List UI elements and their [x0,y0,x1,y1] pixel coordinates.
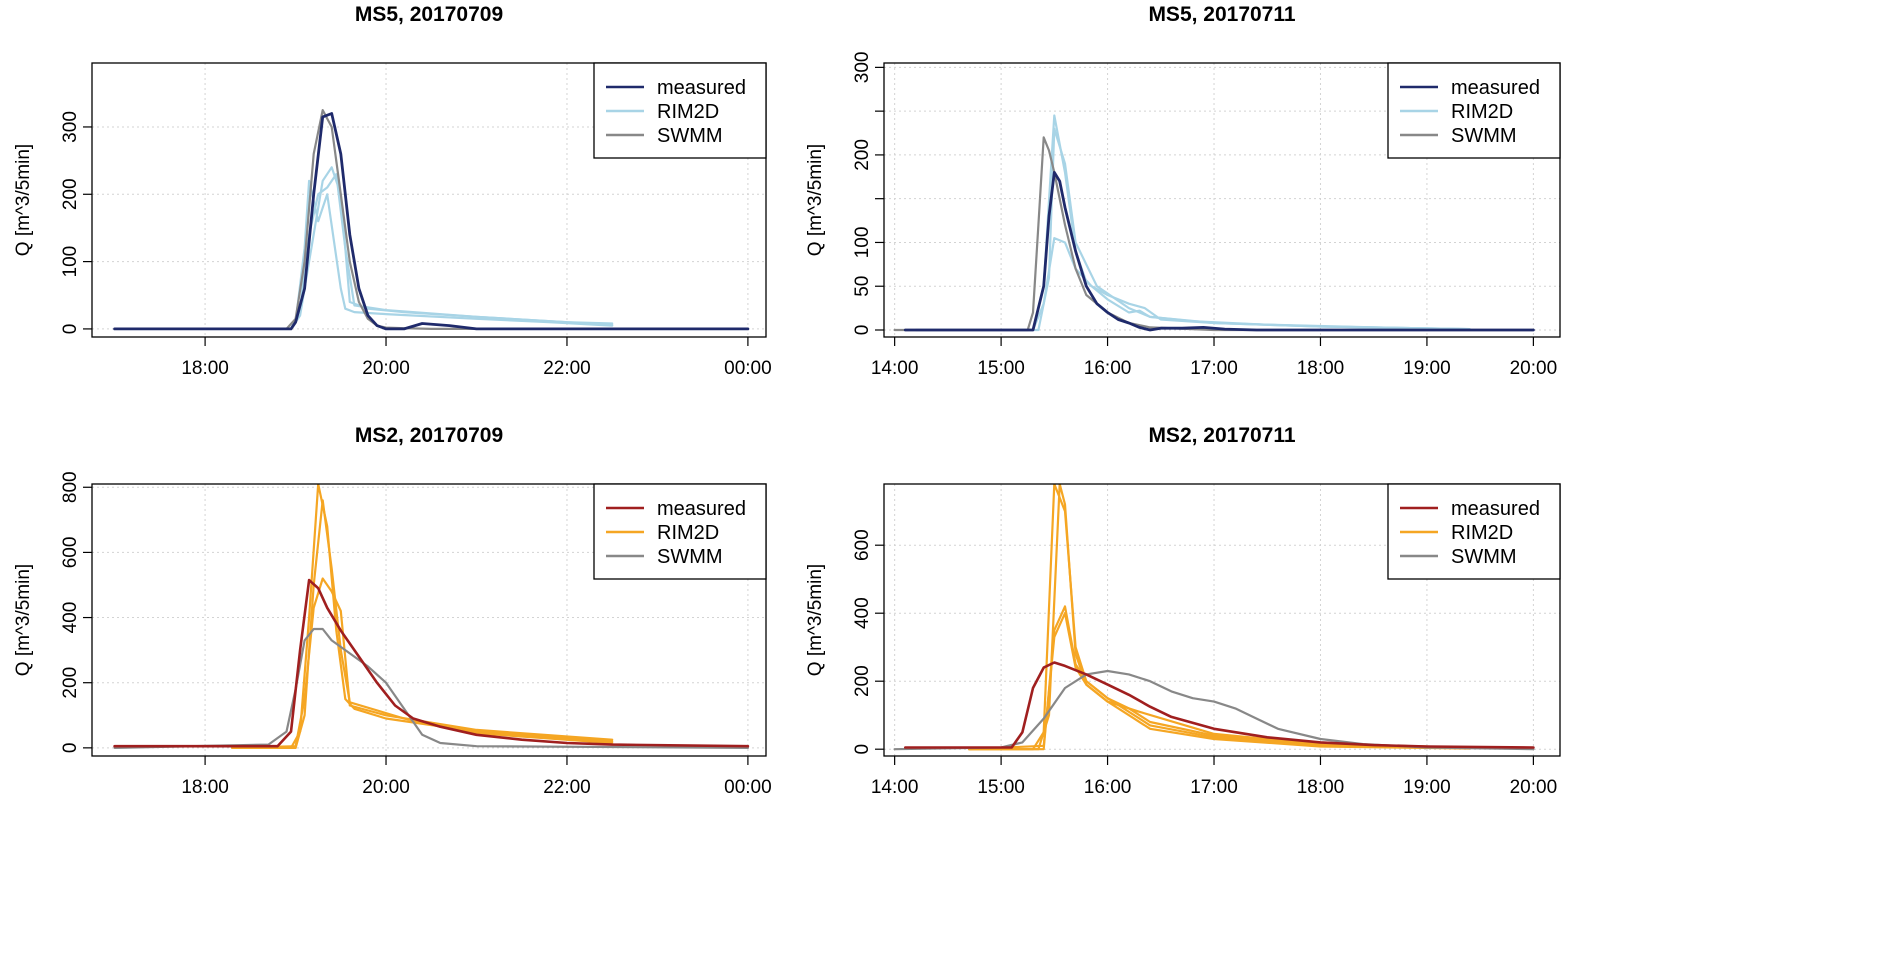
y-tick-label: 200 [852,139,873,171]
y-tick-label: 300 [60,111,81,143]
y-tick-label: 800 [60,471,81,503]
x-tick-label: 19:00 [1403,777,1451,798]
y-axis-title: Q [m^3/5min] [13,564,34,676]
y-tick-label: 200 [60,178,81,210]
y-tick-label: 400 [60,602,81,634]
series-line-swmm-5 [893,669,1535,751]
y-tick-label: 600 [60,537,81,569]
chart-title: MS5, 20170711 [1148,3,1295,26]
series-line-measured-5 [903,171,1535,332]
x-tick-label: 16:00 [1084,777,1132,798]
plot-frame [883,62,1561,338]
x-tick-label: 19:00 [1403,358,1451,379]
x-tick-label: 20:00 [1510,358,1558,379]
x-tick-label: 18:00 [181,777,229,798]
y-tick-label: 400 [852,597,873,629]
x-tick-label: 15:00 [977,358,1025,379]
legend-label-measured: measured [657,77,746,99]
legend-label-rim2d: RIM2D [657,101,719,123]
chart-title: MS5, 20170709 [355,3,503,26]
y-tick-label: 0 [852,325,873,336]
series-line-rim2d-3 [914,237,1471,332]
series-line-swmm-4 [113,627,749,749]
series-group [893,114,1535,332]
legend-label-measured: measured [657,498,746,520]
y-axis-title: Q [m^3/5min] [805,144,826,256]
x-tick-label: 16:00 [1084,358,1132,379]
x-tick-label: 20:00 [1510,777,1558,798]
y-tick-label: 0 [60,743,81,754]
y-tick-label: 50 [852,276,873,297]
y-tick-label: 200 [852,665,873,697]
legend-label-measured: measured [1451,498,1540,520]
x-tick-label: 20:00 [362,777,410,798]
legend-label-swmm: SWMM [1451,125,1517,147]
chart-panel-1: 0 100 200 300 18:00 20:00 22:00 00:00 MS5, 20170… [13,3,772,379]
y-axis-title: Q [m^3/5min] [13,144,34,256]
legend-label-rim2d: RIM2D [1451,101,1513,123]
x-tick-label: 14:00 [871,358,919,379]
chart-panel-2: 0 50 100 200 300 14:00 15:00 16:00 17:00 18:00 19:… [805,3,1561,379]
series-line-measured-5 [113,578,750,748]
x-tick-label: 18:00 [1297,777,1345,798]
x-tick-label: 00:00 [724,777,772,798]
y-tick-label: 300 [852,52,873,84]
legend-label-swmm: SWMM [1451,546,1517,568]
series-group [113,109,750,331]
x-tick-label: 17:00 [1190,358,1238,379]
y-tick-label: 0 [60,324,81,335]
chart-title: MS2, 20170711 [1148,424,1295,447]
x-tick-label: 18:00 [181,358,229,379]
y-tick-label: 100 [60,246,81,278]
series-line-rim2d-2 [231,499,614,749]
x-tick-label: 20:00 [362,358,410,379]
x-tick-label: 00:00 [724,358,772,379]
series-line-measured-6 [904,661,1535,749]
legend-label-rim2d: RIM2D [657,522,719,544]
legend-label-rim2d: RIM2D [1451,522,1513,544]
x-tick-label: 18:00 [1297,358,1345,379]
y-tick-label: 100 [852,227,873,259]
series-line-swmm-4 [893,136,1535,332]
plot-frame [91,62,767,338]
series-group [113,484,750,749]
x-tick-label: 22:00 [543,777,591,798]
legend-label-measured: measured [1451,77,1540,99]
chart-panel-3: 0 200 400 600 800 18:00 20:00 22:00 00:00 MS2, 20… [13,424,772,798]
y-tick-label: 200 [60,667,81,699]
chart-panel-4: 0 200 400 600 14:00 15:00 16:00 17:00 18:00 19:00… [805,424,1561,798]
series-line-measured-5 [113,112,750,331]
x-tick-label: 22:00 [543,358,591,379]
plot-frame [91,483,767,757]
series-group [893,484,1535,751]
x-tick-label: 17:00 [1190,777,1238,798]
x-tick-label: 14:00 [871,777,919,798]
y-axis-title: Q [m^3/5min] [805,564,826,676]
series-line-rim2d-1 [231,484,614,749]
y-tick-label: 600 [852,529,873,561]
series-line-rim2d-2 [914,127,1471,332]
chart-title: MS2, 20170709 [355,424,503,447]
legend-label-swmm: SWMM [657,546,723,568]
x-tick-label: 15:00 [977,777,1025,798]
y-tick-label: 0 [852,744,873,755]
series-line-rim2d-4 [968,612,1471,751]
series-line-rim2d-1 [914,114,1471,332]
legend-label-swmm: SWMM [657,125,723,147]
plot-frame [883,483,1561,757]
